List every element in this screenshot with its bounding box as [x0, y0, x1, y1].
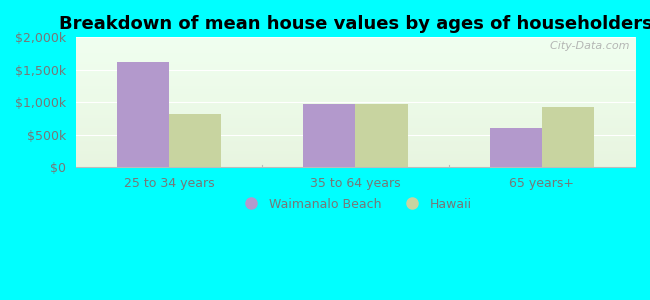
- Legend: Waimanalo Beach, Hawaii: Waimanalo Beach, Hawaii: [234, 193, 477, 215]
- Title: Breakdown of mean house values by ages of householders: Breakdown of mean house values by ages o…: [58, 15, 650, 33]
- Bar: [117, 62, 169, 167]
- Bar: [356, 104, 408, 167]
- Bar: [169, 114, 221, 167]
- Text: City-Data.com: City-Data.com: [543, 41, 629, 51]
- Bar: [489, 128, 542, 167]
- Bar: [542, 107, 594, 167]
- Bar: [304, 104, 356, 167]
